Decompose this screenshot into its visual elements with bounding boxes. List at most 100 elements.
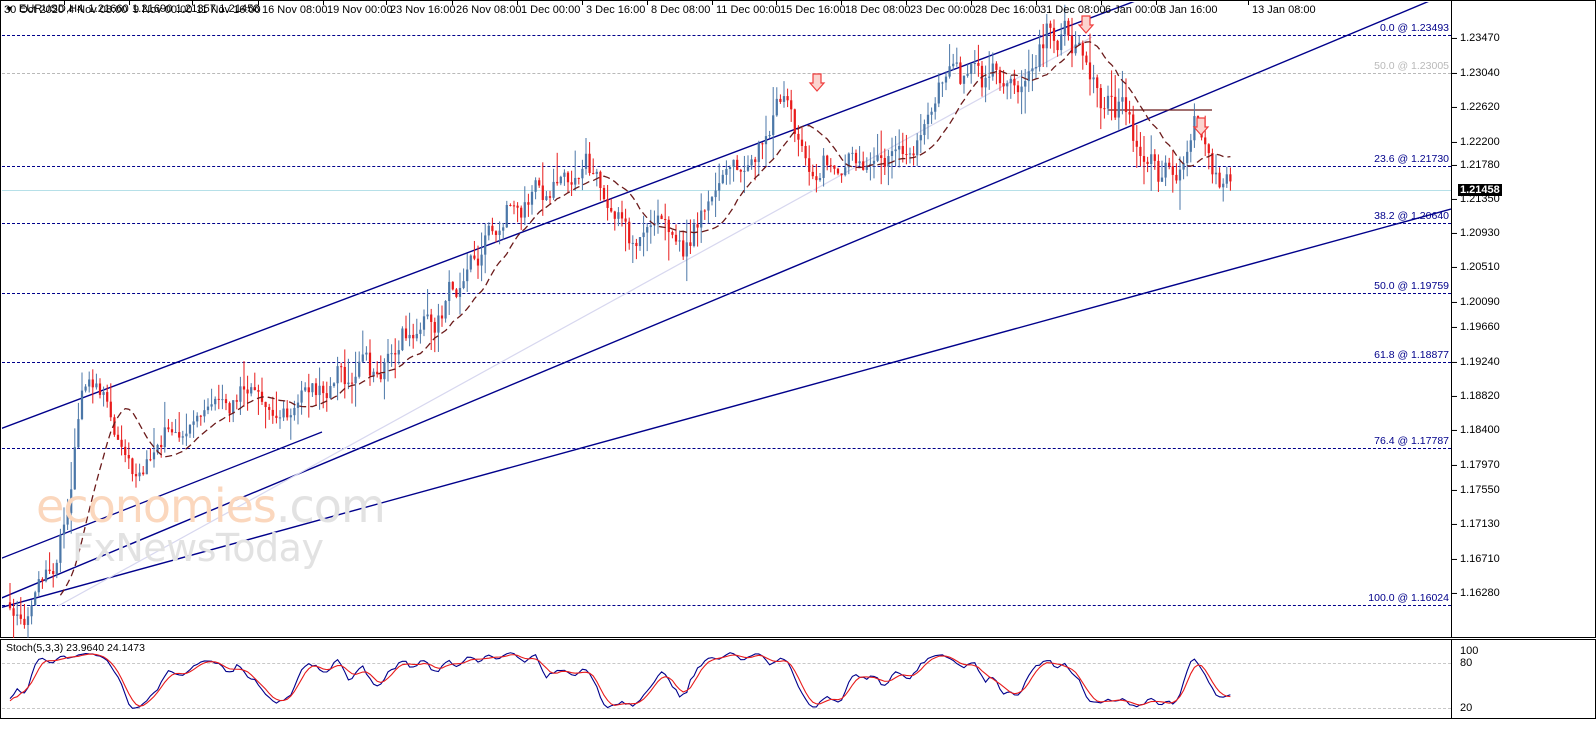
stochastic-axis: 100 80 20	[1452, 641, 1596, 719]
time-tick-mark	[1156, 0, 1157, 5]
time-tick-label: 18 Dec 08:00	[845, 4, 911, 16]
time-tick-mark	[258, 0, 259, 5]
fibonacci-level-label: 61.8 @ 1.18877	[1374, 349, 1449, 361]
time-tick-mark	[971, 0, 972, 5]
time-tick-mark	[517, 0, 518, 5]
support-trendline	[2, 208, 1451, 608]
time-tick-mark	[1101, 0, 1102, 5]
stochastic-tick: 80	[1460, 657, 1473, 669]
time-tick-label: 8 Jan 16:00	[1160, 4, 1218, 16]
time-tick-label: 1 Dec 00:00	[521, 4, 581, 16]
stochastic-d-line	[9, 653, 1231, 707]
price-tick: 1.16280	[1452, 587, 1500, 599]
chart-header: ▼ EURUSD,H4 1.21660 1.21690 1.21357 1.21…	[5, 3, 260, 15]
scale-divider	[1451, 1, 1452, 637]
time-tick-label: 31 Dec 08:00	[1040, 4, 1106, 16]
time-tick-mark	[386, 0, 387, 5]
current-price-line	[2, 190, 1451, 191]
fibonacci-level-line	[2, 448, 1451, 449]
stochastic-label: Stoch(5,3,3) 23.9640 24.1473	[6, 642, 145, 654]
time-tick-label: 30 Oct 2020	[4, 4, 64, 16]
fibonacci-level-label: 38.2 @ 1.20640	[1374, 210, 1449, 222]
price-tick: 1.16710	[1452, 553, 1500, 565]
price-tick: 1.23470	[1452, 32, 1500, 44]
time-tick-mark	[776, 0, 777, 5]
fib-fan-line	[57, 36, 1093, 607]
chart-menu-caret-icon[interactable]: ▼	[5, 3, 14, 14]
fibonacci-level-label: 100.0 @ 1.16024	[1368, 592, 1449, 604]
time-tick-mark	[906, 0, 907, 5]
fibonacci-level-label: 50.0 @ 1.23005	[1374, 60, 1449, 72]
time-tick-label: 19 Nov 00:00	[327, 4, 393, 16]
stochastic-plot-area[interactable]: Stoch(5,3,3) 23.9640 24.1473	[2, 641, 1451, 719]
fibonacci-level-line	[2, 362, 1451, 363]
time-tick-label: 28 Dec 16:00	[975, 4, 1041, 16]
price-tick: 1.20930	[1452, 227, 1500, 239]
price-tick: 1.18400	[1452, 424, 1500, 436]
fibonacci-level-line	[2, 73, 1451, 74]
channel-mid-line	[2, 2, 1429, 599]
price-axis[interactable]: 1.23470 1.23040 1.22620 1.22200 1.21780 1.213…	[1452, 2, 1596, 638]
signal-markers	[808, 15, 1210, 136]
stochastic-tick: 20	[1460, 702, 1473, 714]
price-tick: 1.17970	[1452, 459, 1500, 471]
fibonacci-level-line	[2, 605, 1451, 606]
price-tick: 1.23040	[1452, 67, 1500, 79]
time-tick-label: 23 Nov 16:00	[390, 4, 456, 16]
fibonacci-level-label: 50.0 @ 1.19759	[1374, 280, 1449, 292]
price-tick: 1.18820	[1452, 390, 1500, 402]
time-tick-mark	[129, 0, 130, 5]
time-tick-label: 11 Dec 00:00	[716, 4, 781, 16]
price-tick: 1.21350	[1452, 193, 1500, 205]
time-tick-mark	[712, 0, 713, 5]
price-tick: 1.22620	[1452, 101, 1500, 113]
time-tick-mark	[0, 0, 1, 5]
time-tick-label: 15 Dec 16:00	[780, 4, 846, 16]
price-tick: 1.19240	[1452, 356, 1500, 368]
sell-arrow-2	[1077, 15, 1095, 34]
ohlc-readout: 1.21660 1.21690 1.21357 1.21458	[88, 3, 260, 15]
stochastic-tick: 100	[1460, 645, 1479, 657]
fibonacci-level-label: 0.0 @ 1.23493	[1379, 22, 1449, 34]
time-tick-label: 9 Nov 00:00	[133, 4, 193, 16]
price-panel: economies.com FxNewsToday	[0, 0, 1596, 638]
time-tick-mark	[323, 0, 324, 5]
sell-arrow-1	[808, 73, 826, 92]
time-tick-label: 4 Nov 08:00	[68, 4, 128, 16]
price-tick: 1.17550	[1452, 484, 1500, 496]
price-tick: 1.20090	[1452, 296, 1500, 308]
price-tick: 1.19660	[1452, 321, 1500, 333]
time-tick-label: 6 Jan 00:00	[1105, 4, 1163, 16]
time-tick-label: 23 Dec 00:00	[910, 4, 976, 16]
time-tick-mark	[64, 0, 65, 5]
stochastic-threshold-line	[2, 708, 1451, 709]
time-tick-label: 13 Jan 08:00	[1252, 4, 1316, 16]
fibonacci-level-label: 23.6 @ 1.21730	[1374, 153, 1449, 165]
stochastic-panel: Stoch(5,3,3) 23.9640 24.1473 100 80 20	[0, 639, 1596, 719]
symbol-timeframe-label: EURUSD,H4	[18, 3, 84, 15]
time-tick-mark	[647, 0, 648, 5]
fibonacci-level-line	[2, 293, 1451, 294]
time-tick-mark	[582, 0, 583, 5]
current-price-tag: 1.21458	[1458, 184, 1502, 196]
time-tick-mark	[192, 0, 193, 5]
fibonacci-level-line	[2, 223, 1451, 224]
channel-leg-line	[2, 431, 323, 559]
price-tick: 1.20510	[1452, 261, 1500, 273]
price-plot-area[interactable]: economies.com FxNewsToday	[2, 2, 1451, 638]
time-tick-label: 3 Dec 16:00	[586, 4, 646, 16]
price-tick: 1.17130	[1452, 518, 1500, 530]
stochastic-scale-divider	[1451, 640, 1452, 718]
channel-upper-line	[2, 2, 1135, 429]
stochastic-series	[9, 652, 1231, 709]
time-tick-mark	[841, 0, 842, 5]
time-tick-label: 16 Nov 08:00	[262, 4, 328, 16]
stochastic-threshold-line	[2, 663, 1451, 664]
stochastic-k-line	[9, 652, 1231, 709]
sell-arrow-3	[1192, 117, 1210, 136]
time-tick-mark	[1248, 0, 1249, 5]
trendline-overlay	[2, 2, 1451, 608]
time-tick-label: 11 Nov 16:00	[196, 4, 261, 16]
fibonacci-level-line	[2, 35, 1451, 36]
